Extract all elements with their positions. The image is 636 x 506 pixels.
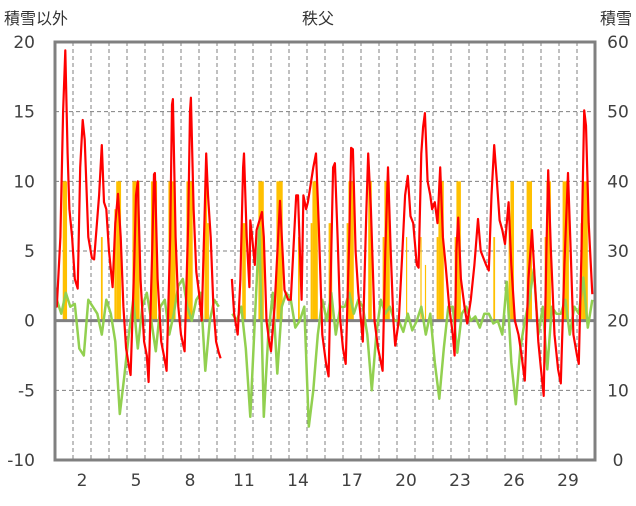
x-tick-label: 17 <box>341 471 363 491</box>
bar <box>420 237 422 321</box>
x-tick-label: 11 <box>233 471 255 491</box>
left-tick-label: 10 <box>13 172 35 192</box>
left-tick-label: 15 <box>13 103 35 123</box>
gridlines <box>55 42 595 460</box>
bar <box>438 181 444 321</box>
bar <box>62 181 68 321</box>
bar <box>100 237 103 321</box>
left-tick-label: 0 <box>24 312 35 332</box>
red-series-line <box>230 109 594 397</box>
bar <box>312 181 318 321</box>
x-tick-label: 29 <box>557 471 579 491</box>
bar <box>406 237 408 321</box>
bar <box>114 209 117 321</box>
left-tick-label: -5 <box>18 381 35 401</box>
x-tick-label: 14 <box>287 471 309 491</box>
x-tick-label: 2 <box>77 471 88 491</box>
bar <box>508 223 511 321</box>
bar <box>310 223 313 321</box>
right-tick-label: 40 <box>607 172 629 192</box>
x-tick-label: 26 <box>503 471 525 491</box>
axis-labels: -10 -5 0 5 10 15 20 0 10 20 30 40 50 60 2 5 8 11 14 17 20 23 2… <box>7 33 629 491</box>
x-tick-label: 20 <box>395 471 417 491</box>
x-tick-label: 5 <box>131 471 142 491</box>
bar <box>510 181 514 321</box>
plot-frame <box>53 40 597 462</box>
bar <box>204 181 208 321</box>
left-tick-label: 5 <box>24 242 35 262</box>
bar <box>546 181 551 321</box>
bar <box>384 181 390 321</box>
left-axis-label: 積雪以外 <box>4 9 68 28</box>
bar <box>276 181 283 321</box>
bar <box>382 237 385 321</box>
right-tick-label: 60 <box>607 33 629 53</box>
right-tick-label: 0 <box>613 451 624 471</box>
bar <box>242 223 246 321</box>
green-series-line <box>231 226 594 428</box>
right-tick-label: 30 <box>607 242 629 262</box>
chart-title: 秩父 <box>302 9 334 28</box>
bar <box>582 181 588 321</box>
bar <box>526 181 532 321</box>
bar <box>150 181 158 321</box>
bar <box>132 181 140 321</box>
bar <box>424 264 427 321</box>
bar <box>436 237 439 321</box>
red-series-line <box>53 49 222 384</box>
bar <box>493 237 496 321</box>
right-tick-label: 20 <box>607 312 629 332</box>
bar <box>368 181 372 321</box>
green-series-line <box>55 277 220 416</box>
right-axis-label: 積雪 <box>600 9 632 28</box>
right-tick-label: 50 <box>607 103 629 123</box>
bar <box>348 181 354 321</box>
bar <box>298 237 300 321</box>
right-tick-label: 10 <box>607 381 629 401</box>
bar <box>186 181 193 321</box>
bar <box>168 181 176 321</box>
x-tick-label: 8 <box>185 471 196 491</box>
left-tick-label: 20 <box>13 33 35 53</box>
left-tick-label: -10 <box>7 451 35 471</box>
bar <box>116 181 122 321</box>
x-tick-label: 23 <box>449 471 471 491</box>
bar <box>207 223 209 321</box>
